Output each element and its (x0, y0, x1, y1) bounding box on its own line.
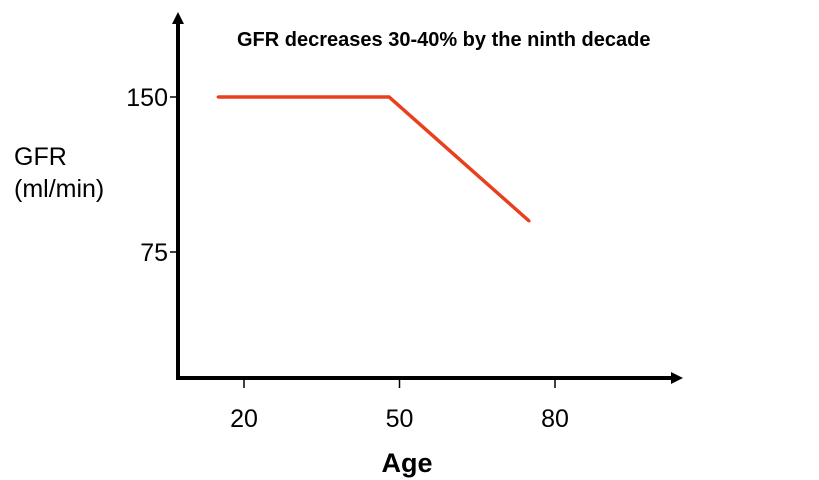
y-tick-label: 75 (140, 239, 168, 267)
y-axis-label: GFR (ml/min) (14, 143, 104, 203)
x-ticks: 20 50 80 (230, 378, 569, 433)
y-tick-label: 150 (126, 84, 168, 112)
chart-title: GFR decreases 30-40% by the ninth decade (237, 29, 651, 51)
series-line (218, 95, 531, 223)
y-axis-label-line-1: GFR (14, 143, 67, 171)
series-layer (216, 95, 531, 223)
x-axis-arrow (671, 372, 683, 384)
series-point (216, 95, 220, 99)
series-point (387, 95, 391, 99)
y-ticks: 150 75 (126, 84, 178, 267)
x-tick-label: 80 (541, 405, 569, 433)
x-tick-label: 50 (386, 405, 414, 433)
axes (172, 12, 683, 384)
x-tick-label: 20 (230, 405, 258, 433)
series-point (527, 219, 531, 223)
y-axis-label-line-2: (ml/min) (14, 175, 104, 203)
x-axis-label: Age (381, 448, 432, 478)
y-axis-arrow (172, 12, 184, 24)
